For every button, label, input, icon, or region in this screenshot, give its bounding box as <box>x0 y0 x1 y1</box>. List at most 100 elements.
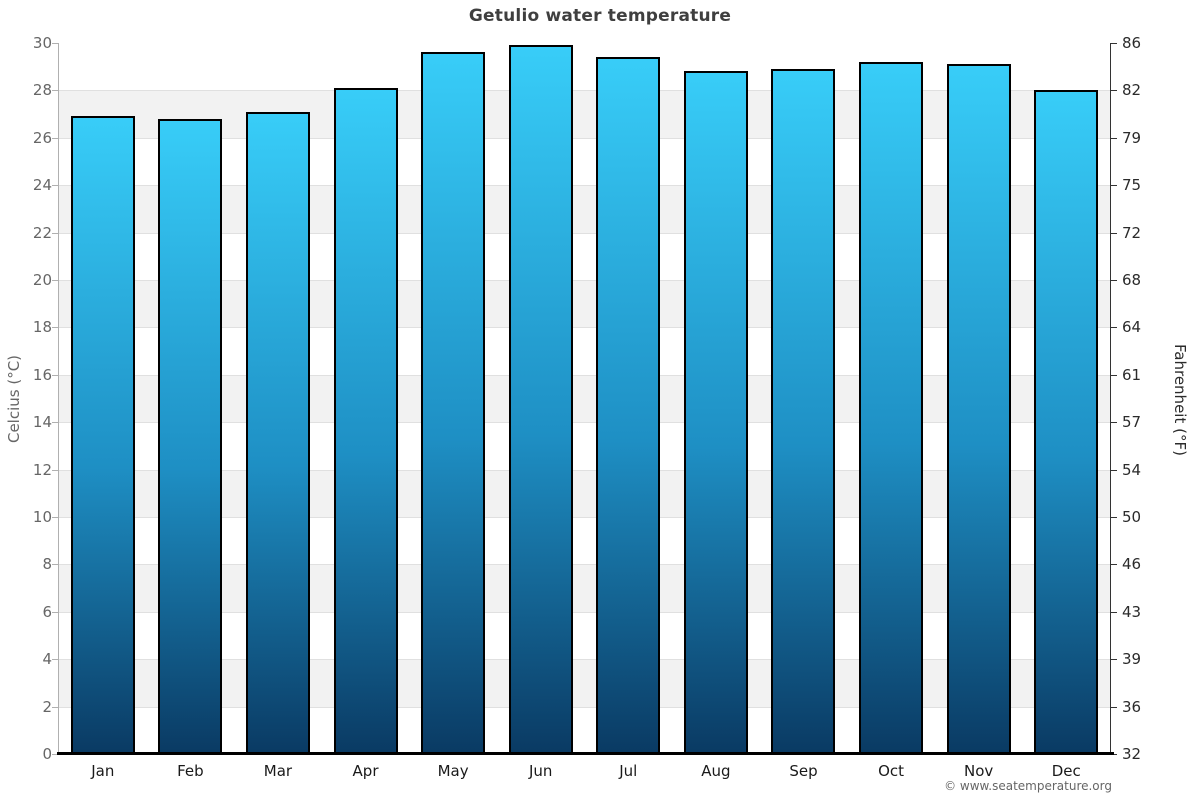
grid-band <box>59 185 1110 233</box>
y-tick-label-celsius: 20 <box>32 271 52 289</box>
bar-jul <box>596 57 661 754</box>
y-tick-mark-left <box>52 90 58 92</box>
bar-apr <box>333 88 398 754</box>
y-tick-mark-right <box>1111 327 1117 329</box>
y-tick-mark-left <box>52 611 58 613</box>
y-tick-mark-right <box>1111 422 1117 424</box>
grid-band <box>59 43 1110 91</box>
y-tick-label-celsius: 8 <box>42 555 52 574</box>
right-axis-line <box>1110 43 1111 754</box>
y-tick-mark-left <box>52 374 58 376</box>
y-tick-label-fahrenheit: 32 <box>1122 745 1142 763</box>
bar-may <box>421 52 486 754</box>
y-tick-label-fahrenheit: 75 <box>1122 176 1142 195</box>
y-tick-label-celsius: 0 <box>42 745 52 763</box>
y-tick-label-fahrenheit: 82 <box>1122 81 1142 100</box>
y-tick-label-celsius: 16 <box>32 365 52 384</box>
y-tick-mark-right <box>1111 185 1117 187</box>
grid-band <box>59 280 1110 328</box>
x-tick-label-dec: Dec <box>1051 762 1081 780</box>
y-tick-mark-right <box>1111 280 1117 281</box>
y-tick-mark-right <box>1111 706 1117 708</box>
bar-feb <box>158 118 223 754</box>
y-tick-mark-left <box>52 43 58 44</box>
y-tick-mark-right <box>1111 754 1117 755</box>
bar-dec <box>1034 90 1099 754</box>
grid-band <box>59 469 1110 517</box>
grid-band <box>59 327 1110 375</box>
y-tick-label-celsius: 14 <box>32 413 52 432</box>
y-tick-label-fahrenheit: 79 <box>1122 128 1142 147</box>
y-tick-label-fahrenheit: 61 <box>1122 365 1142 384</box>
x-tick-label-sep: Sep <box>789 762 818 780</box>
x-tick-label-jan: Jan <box>91 762 115 780</box>
y-tick-label-fahrenheit: 39 <box>1122 650 1142 669</box>
y-tick-mark-left <box>52 754 58 755</box>
grid-band <box>59 137 1110 186</box>
grid-band <box>59 706 1110 754</box>
y-tick-label-fahrenheit: 50 <box>1122 508 1142 526</box>
chart-title: Getulio water temperature <box>468 6 732 26</box>
x-tick-label-oct: Oct <box>878 762 904 780</box>
y-tick-mark-right <box>1111 137 1117 139</box>
x-tick-label-feb: Feb <box>177 762 204 780</box>
y-tick-mark-right <box>1111 374 1117 376</box>
bar-mar <box>245 111 310 754</box>
bar-aug <box>683 71 748 754</box>
y-tick-mark-left <box>52 706 58 708</box>
y-tick-mark-left <box>52 422 58 424</box>
y-tick-label-fahrenheit: 86 <box>1122 34 1142 52</box>
y-tick-label-fahrenheit: 54 <box>1122 460 1142 479</box>
bar-sep <box>771 69 836 754</box>
y-tick-mark-right <box>1111 564 1117 566</box>
y-tick-mark-left <box>52 185 58 187</box>
y-tick-label-celsius: 30 <box>32 34 52 52</box>
grid-band <box>59 232 1110 280</box>
x-tick-label-aug: Aug <box>701 762 731 780</box>
left-axis-line <box>58 43 59 754</box>
bar-oct <box>859 61 924 754</box>
y-tick-mark-right <box>1111 43 1117 44</box>
footer-credit: © www.seatemperature.org <box>944 779 1112 793</box>
bar-jun <box>508 45 573 754</box>
y-tick-label-celsius: 24 <box>32 176 52 195</box>
y-tick-mark-left <box>52 564 58 566</box>
x-axis-line <box>57 752 1114 755</box>
y-tick-label-celsius: 10 <box>32 508 52 526</box>
x-tick-label-jun: Jun <box>528 762 553 780</box>
y-tick-mark-right <box>1111 232 1117 234</box>
y-tick-label-fahrenheit: 46 <box>1122 555 1142 574</box>
y-tick-mark-right <box>1111 90 1117 92</box>
y-tick-label-fahrenheit: 57 <box>1122 413 1142 432</box>
x-tick-label-nov: Nov <box>963 762 994 780</box>
grid-band <box>59 611 1110 660</box>
y-tick-label-fahrenheit: 43 <box>1122 602 1142 621</box>
y-tick-label-celsius: 2 <box>42 697 52 716</box>
y-tick-mark-left <box>52 659 58 661</box>
y-tick-label-fahrenheit: 36 <box>1122 697 1142 716</box>
grid-band <box>59 564 1110 612</box>
grid-band <box>59 517 1110 565</box>
right-axis-title: Fahrenheit (°F) <box>1171 344 1189 456</box>
bar-nov <box>946 64 1011 754</box>
y-tick-label-celsius: 4 <box>42 650 52 669</box>
x-tick-label-mar: Mar <box>263 762 293 780</box>
y-tick-label-celsius: 12 <box>32 460 52 479</box>
x-tick-label-jul: Jul <box>619 762 638 780</box>
y-tick-label-celsius: 6 <box>42 602 52 621</box>
y-tick-label-celsius: 18 <box>32 318 52 337</box>
y-tick-label-celsius: 28 <box>32 81 52 100</box>
x-tick-label-may: May <box>437 762 469 780</box>
grid-band <box>59 659 1110 707</box>
y-tick-mark-left <box>52 232 58 234</box>
y-tick-mark-right <box>1111 611 1117 613</box>
y-tick-mark-left <box>52 137 58 139</box>
bar-jan <box>70 116 135 754</box>
y-tick-mark-right <box>1111 517 1117 518</box>
grid-band <box>59 374 1110 423</box>
y-tick-label-fahrenheit: 64 <box>1122 318 1142 337</box>
y-tick-label-celsius: 26 <box>32 128 52 147</box>
grid-band <box>59 90 1110 138</box>
y-tick-label-fahrenheit: 68 <box>1122 271 1142 289</box>
